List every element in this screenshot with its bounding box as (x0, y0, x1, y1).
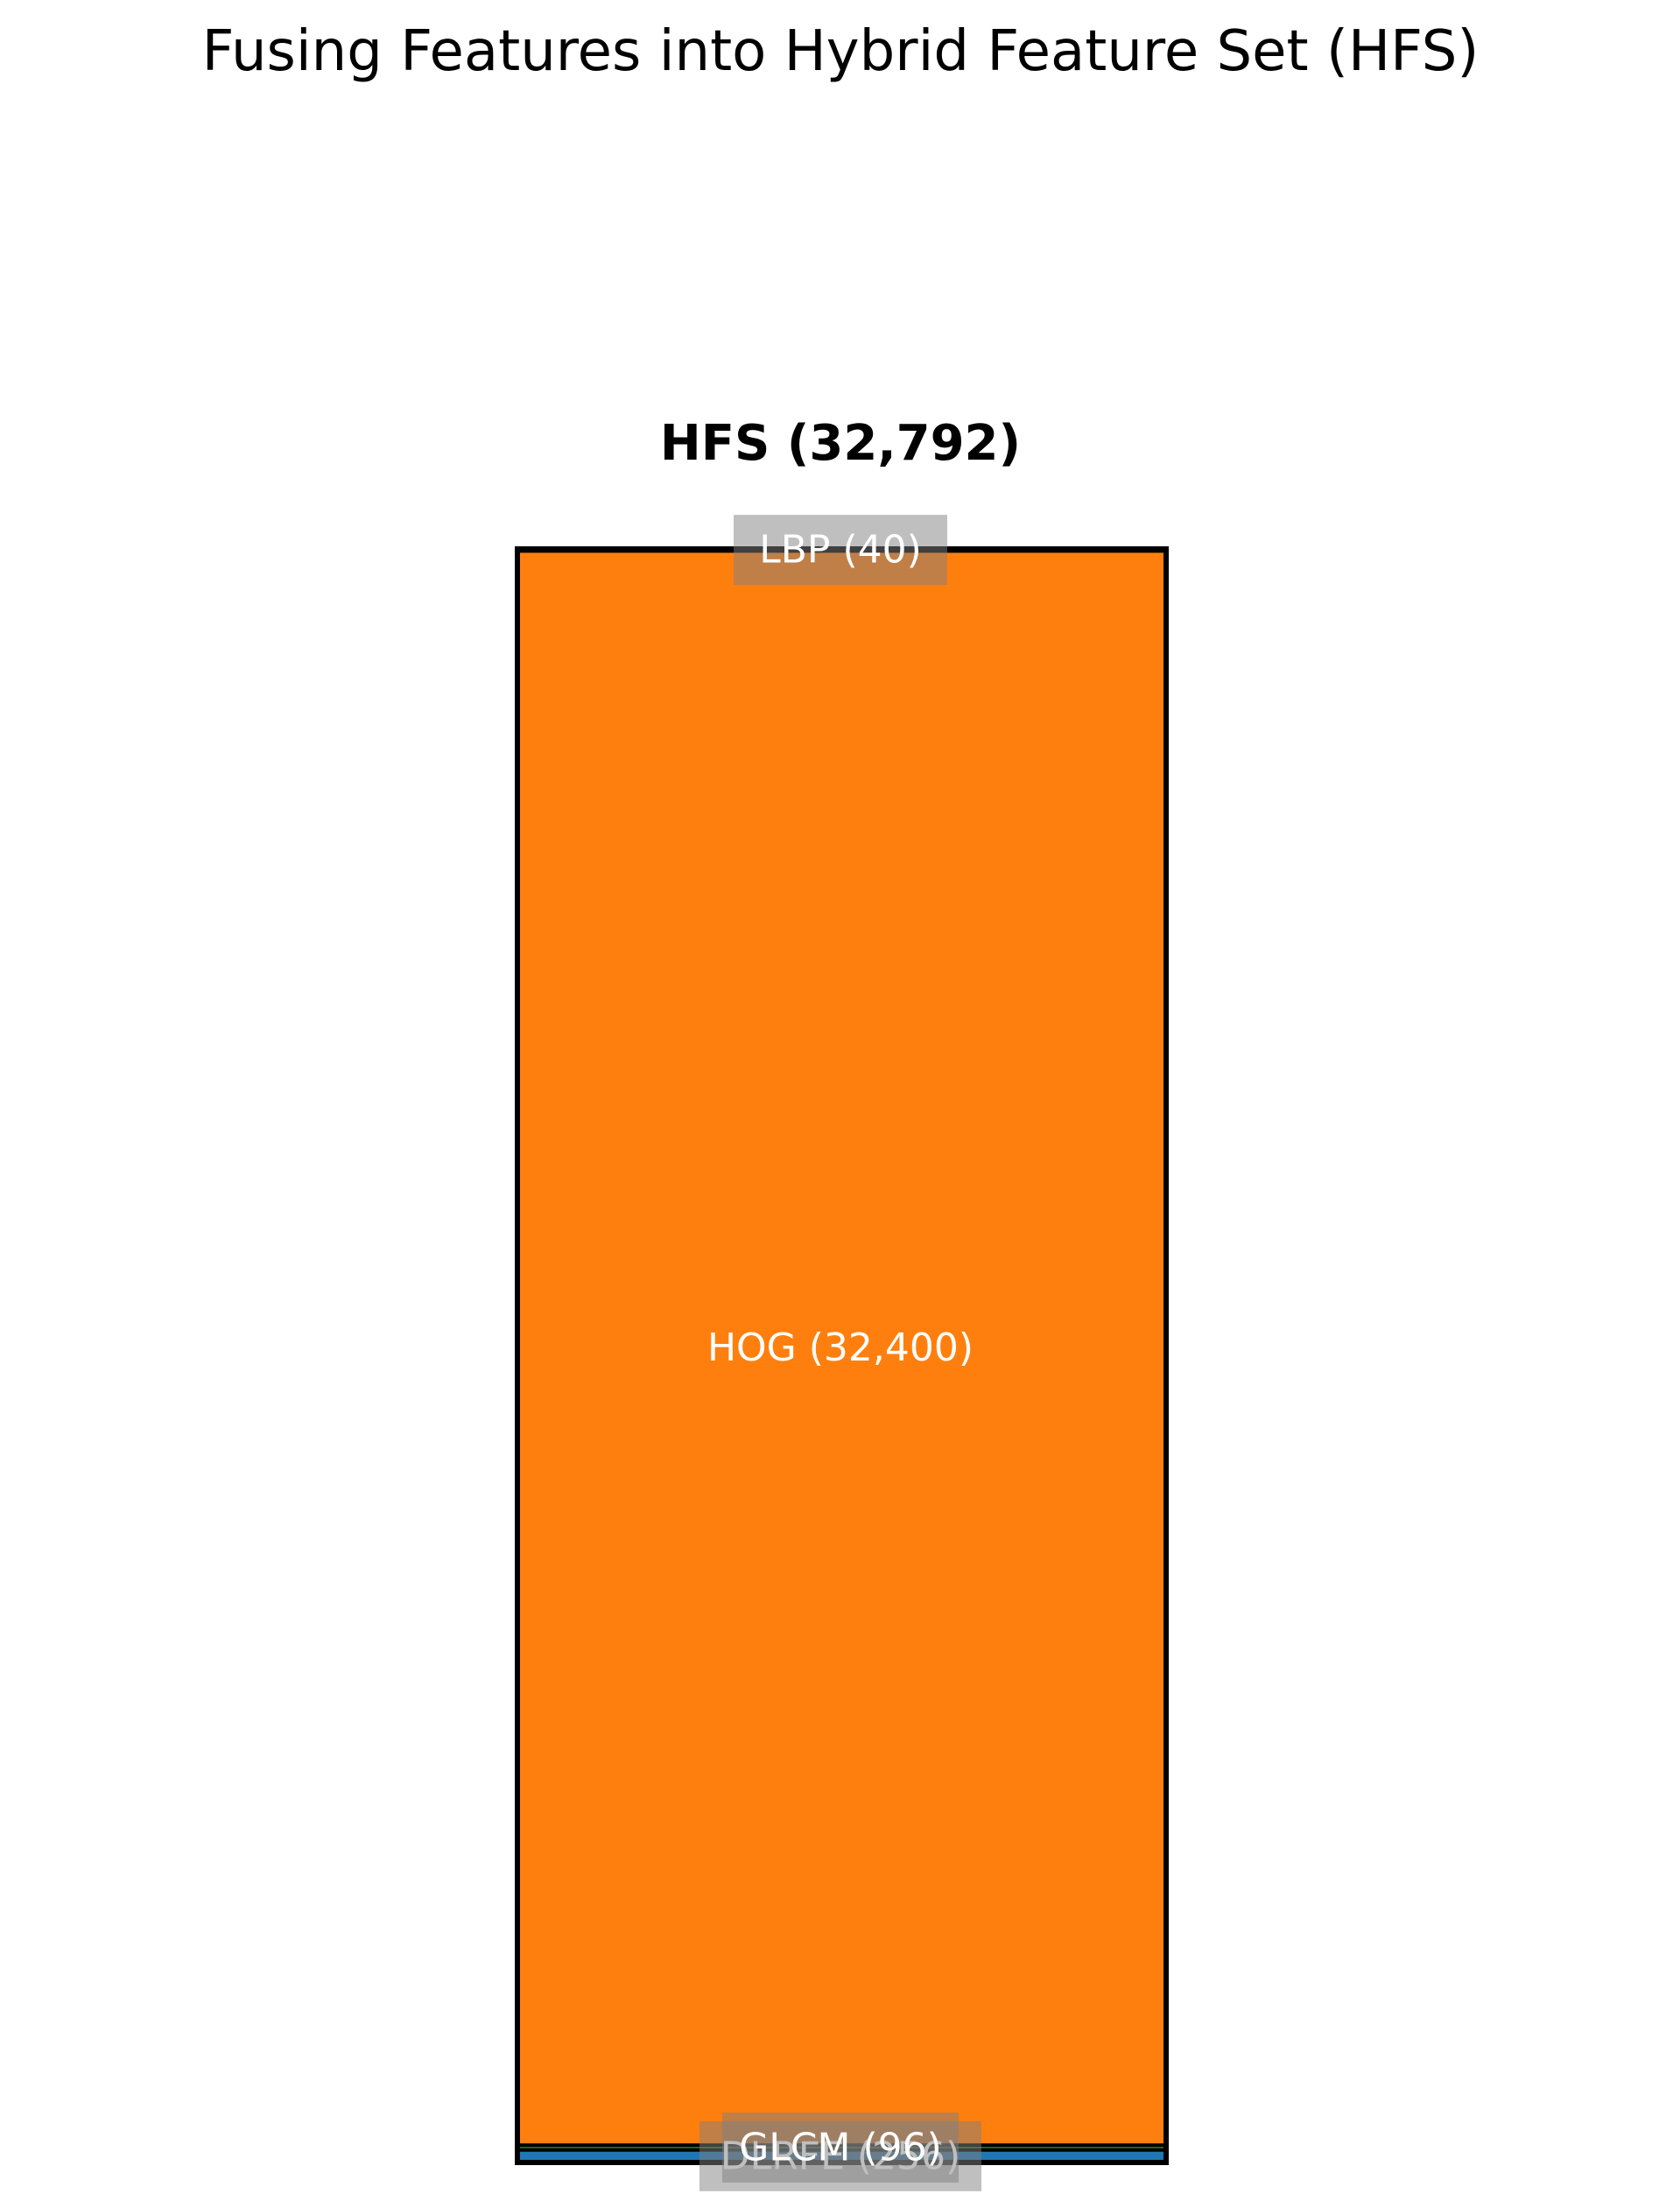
segment-label-text: LBP (40) (759, 528, 922, 573)
segment-label-lbp: LBP (40) (734, 515, 947, 586)
segment-label-text: GLCM (96) (739, 2125, 942, 2169)
segment-label-hog: HOG (32,400) (707, 1326, 974, 1370)
segment-label-glcm: GLCM (96) (722, 2112, 959, 2183)
chart-title: Fusing Features into Hybrid Feature Set … (202, 19, 1480, 84)
bar-segments (516, 547, 1168, 2164)
segment-label-background (734, 515, 947, 586)
bar-total-label: HFS (32,792) (660, 415, 1021, 472)
segment-labels: DLRFE (256)GLCM (96)HOG (32,400)LBP (40) (699, 515, 981, 2191)
bar-segment-hog (516, 549, 1168, 2148)
segment-label-text: HOG (32,400) (707, 1326, 974, 1370)
segment-label-background (722, 2112, 959, 2183)
